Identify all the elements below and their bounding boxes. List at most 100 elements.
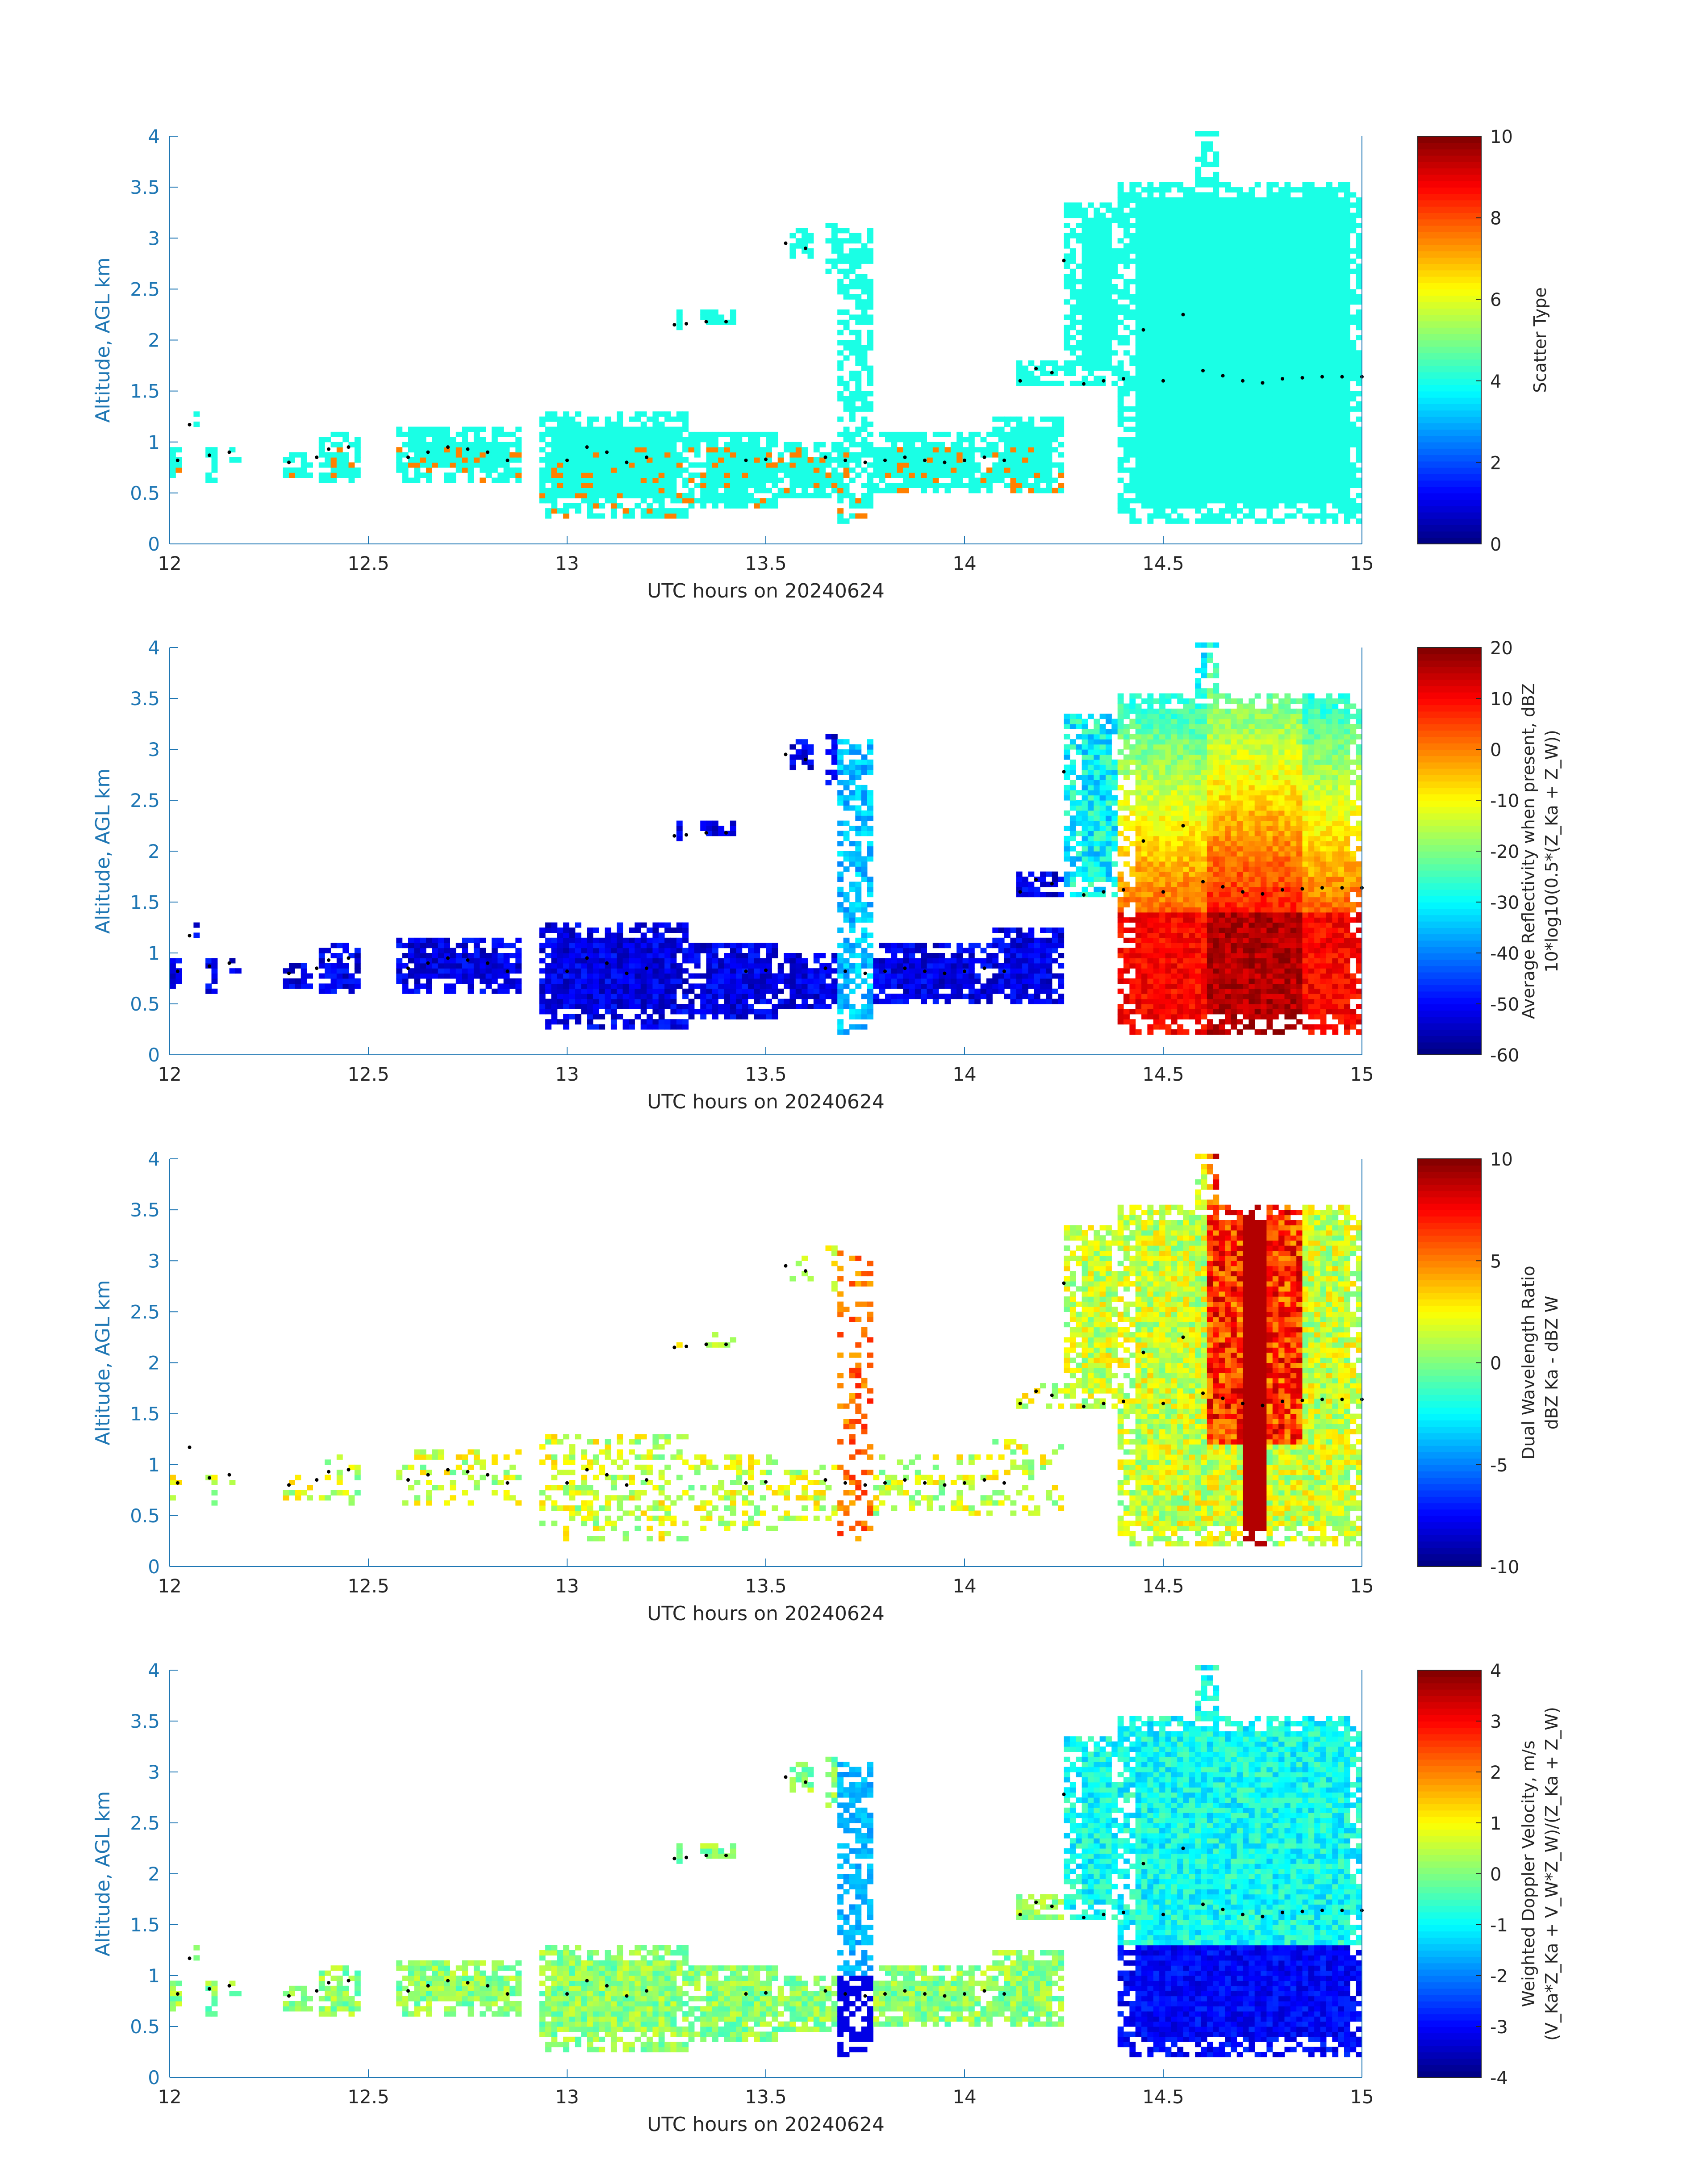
heatmap-cell [1332, 371, 1339, 376]
heatmap-cell [455, 447, 462, 453]
heatmap-cell [1165, 268, 1172, 274]
heatmap-cell [909, 477, 915, 483]
heatmap-cell [837, 518, 844, 524]
heatmap-cell [1213, 289, 1219, 295]
cloud-base-dot [704, 320, 708, 324]
heatmap-cell [1320, 213, 1327, 218]
heatmap-cell [1261, 248, 1267, 254]
heatmap-cell [1195, 171, 1202, 177]
heatmap-cell [837, 508, 844, 514]
heatmap-cell [1123, 213, 1130, 218]
heatmap-cell [1254, 442, 1261, 447]
heatmap-cell [849, 416, 856, 422]
heatmap-cell [1004, 483, 1011, 488]
heatmap-cell [855, 380, 862, 386]
heatmap-cell [1344, 426, 1350, 432]
heatmap-cell [1272, 411, 1279, 417]
heatmap-cell [1010, 477, 1017, 483]
heatmap-cell [1171, 223, 1178, 228]
heatmap-cell [813, 457, 820, 463]
heatmap-cell [1278, 365, 1285, 371]
heatmap-cell [1314, 467, 1321, 473]
heatmap-cell [1153, 508, 1160, 514]
heatmap-cell [1123, 335, 1130, 341]
heatmap-cell [736, 488, 743, 493]
heatmap-cell [587, 503, 593, 509]
heatmap-cell [1326, 238, 1332, 244]
heatmap-cell [1266, 376, 1273, 381]
heatmap-cell [1201, 518, 1207, 524]
heatmap-cell [1243, 391, 1249, 397]
heatmap-cell [1236, 365, 1243, 371]
heatmap-cell [170, 467, 176, 473]
heatmap-cell [1261, 416, 1267, 422]
heatmap-cell [1219, 202, 1225, 208]
heatmap-cell [1106, 258, 1112, 264]
heatmap-cell [1314, 462, 1321, 468]
heatmap-cell [1147, 304, 1154, 310]
heatmap-cell [1344, 442, 1350, 447]
heatmap-cell [622, 508, 629, 514]
heatmap-cell [450, 452, 456, 458]
heatmap-cell [754, 442, 760, 447]
heatmap-cell [1117, 192, 1124, 198]
heatmap-cell [1207, 380, 1213, 386]
heatmap-cell [1201, 345, 1207, 351]
heatmap-cell [575, 999, 581, 1004]
heatmap-cell [1106, 350, 1112, 356]
heatmap-cell [1350, 355, 1357, 361]
heatmap-cell [760, 498, 766, 504]
heatmap-cell [1326, 386, 1332, 392]
heatmap-cell [1207, 319, 1213, 325]
heatmap-cell [396, 937, 403, 943]
heatmap-cell [1302, 477, 1309, 483]
heatmap-cell [1123, 294, 1130, 300]
heatmap-cell [1236, 197, 1243, 203]
heatmap-cell [694, 447, 701, 453]
heatmap-cell [557, 963, 564, 969]
heatmap-cell [1195, 472, 1202, 478]
heatmap-cell [647, 467, 653, 473]
heatmap-cell [1153, 243, 1160, 249]
heatmap-cell [1266, 457, 1273, 463]
heatmap-cell [1332, 330, 1339, 335]
heatmap-cell [1213, 340, 1219, 346]
heatmap-cell [1171, 355, 1178, 361]
heatmap-cell [1302, 268, 1309, 274]
heatmap-cell [1183, 309, 1190, 315]
heatmap-cell [622, 447, 629, 453]
heatmap-cell [491, 447, 498, 453]
heatmap-cell [676, 498, 683, 504]
heatmap-cell [1314, 294, 1321, 300]
heatmap-cell [1350, 228, 1357, 234]
heatmap-cell [1106, 365, 1112, 371]
heatmap-cell [1183, 467, 1190, 473]
heatmap-cell [551, 943, 558, 949]
heatmap-cell [503, 452, 510, 458]
heatmap-cell [629, 513, 635, 519]
heatmap-cell [1332, 426, 1339, 432]
heatmap-cell [503, 988, 510, 994]
heatmap-cell [480, 462, 486, 468]
heatmap-cell [1225, 238, 1231, 244]
heatmap-cell [455, 452, 462, 458]
heatmap-cell [992, 416, 999, 422]
heatmap-cell [730, 442, 736, 447]
heatmap-cell [718, 498, 725, 504]
heatmap-cell [1308, 330, 1315, 335]
heatmap-cell [1249, 462, 1255, 468]
heatmap-cell [1296, 452, 1303, 458]
heatmap-cell [1284, 452, 1291, 458]
heatmap-cell [1171, 284, 1178, 289]
heatmap-cell [1332, 452, 1339, 458]
heatmap-cell [1177, 447, 1184, 453]
heatmap-cell [1171, 467, 1178, 473]
heatmap-cell [1308, 365, 1315, 371]
heatmap-cell [575, 442, 581, 447]
heatmap-cell [1236, 187, 1243, 193]
heatmap-cell [652, 462, 659, 468]
heatmap-cell [1284, 345, 1291, 351]
heatmap-cell [1225, 299, 1231, 305]
heatmap-cell [1087, 335, 1094, 341]
cloud-base-dot [883, 458, 887, 462]
